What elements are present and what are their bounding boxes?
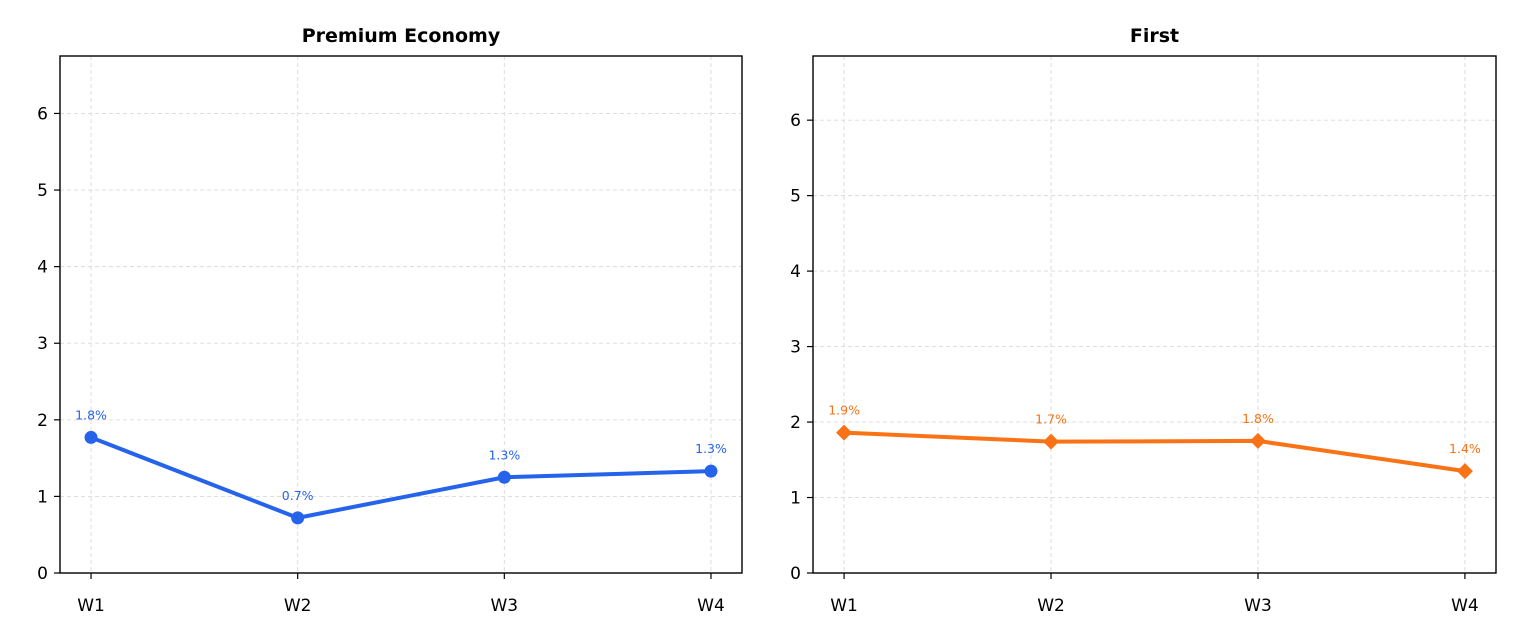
data-point-marker	[84, 430, 98, 444]
y-tick-label: 6	[790, 111, 801, 131]
data-label: 1.4%	[1449, 441, 1481, 456]
x-tick-label: W2	[1037, 596, 1065, 616]
panel-premium-economy: Premium Economy 0 1 2 3 4 5 6 W1 W2 W3 W4 1.8% 0.7% 1…	[37, 25, 743, 616]
data-label: 0.7%	[282, 488, 314, 503]
series-line	[89, 435, 713, 520]
y-tick-label: 5	[790, 187, 801, 207]
data-point-marker	[1249, 432, 1266, 449]
y-tick-label: 2	[37, 411, 48, 431]
data-point-marker	[704, 464, 718, 478]
data-point-marker	[1456, 463, 1473, 480]
panel-first: First 0 1 2 3 4 5 6 W1 W2 W3 W4 1.9% 1.7% 1.8% 1.4%	[790, 25, 1497, 616]
data-point-marker	[497, 470, 511, 484]
y-tick-label: 0	[790, 564, 801, 584]
y-tick-label: 2	[790, 413, 801, 433]
data-label: 1.9%	[828, 403, 860, 418]
y-tick-label: 1	[37, 487, 48, 507]
x-tick-label: W2	[284, 596, 312, 616]
data-label: 1.3%	[695, 441, 727, 456]
plot-frame	[59, 55, 743, 574]
data-label: 1.8%	[1242, 411, 1274, 426]
x-tick-label: W3	[491, 596, 519, 616]
chart-title: First	[1130, 25, 1179, 47]
x-tick-label: W1	[830, 596, 858, 616]
data-point-marker	[291, 511, 305, 525]
y-tick-label: 6	[37, 104, 48, 124]
y-tick-label: 1	[790, 489, 801, 509]
y-tick-label: 5	[37, 181, 48, 201]
x-tick-label: W4	[697, 596, 725, 616]
data-point-marker	[1043, 433, 1060, 450]
plot-frame	[812, 55, 1497, 574]
y-tick-label: 3	[37, 334, 48, 354]
y-tick-label: 0	[37, 564, 48, 584]
x-tick-label: W4	[1451, 596, 1479, 616]
y-tick-label: 4	[790, 262, 801, 282]
y-tick-label: 4	[37, 258, 48, 278]
data-point-marker	[836, 424, 853, 441]
x-tick-label: W3	[1244, 596, 1272, 616]
x-tick-label: W1	[77, 596, 105, 616]
chart-title: Premium Economy	[302, 25, 501, 47]
data-label: 1.7%	[1035, 412, 1067, 427]
data-label: 1.8%	[75, 407, 107, 422]
y-tick-label: 3	[790, 338, 801, 358]
series-line	[842, 430, 1467, 474]
data-label: 1.3%	[488, 447, 520, 462]
